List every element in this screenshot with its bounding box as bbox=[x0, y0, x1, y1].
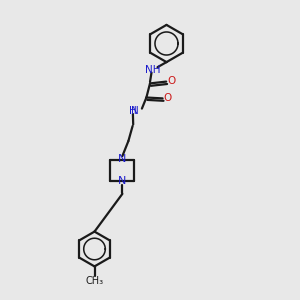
Text: O: O bbox=[164, 93, 172, 103]
Text: N: N bbox=[130, 106, 138, 116]
Text: O: O bbox=[167, 76, 176, 86]
Text: NH: NH bbox=[145, 64, 161, 75]
Text: H: H bbox=[129, 106, 136, 116]
Text: N: N bbox=[118, 154, 127, 164]
Text: CH₃: CH₃ bbox=[85, 276, 103, 286]
Text: N: N bbox=[118, 176, 127, 187]
